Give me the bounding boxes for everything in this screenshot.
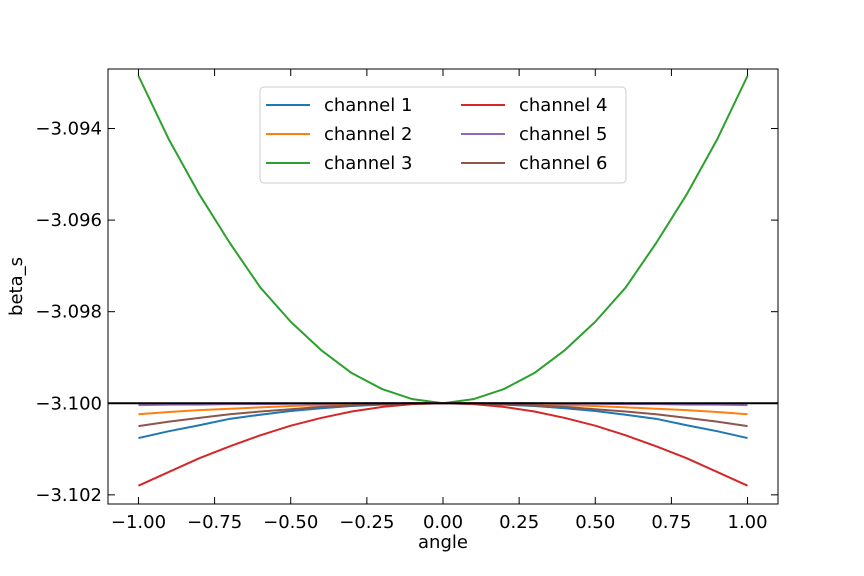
x-tick-label: −0.25 — [339, 512, 394, 533]
y-tick-label: −3.102 — [35, 485, 102, 506]
x-tick-label: 0.25 — [499, 512, 539, 533]
legend-label: channel 5 — [519, 124, 607, 145]
series-line-channel-6 — [138, 402, 748, 428]
y-axis-label: beta_s — [6, 257, 27, 316]
legend-label: channel 1 — [324, 95, 412, 116]
y-tick-label: −3.096 — [35, 210, 102, 231]
plot-frame — [107, 68, 779, 505]
x-tick-label: −1.00 — [111, 512, 166, 533]
x-tick-label: 0.50 — [575, 512, 615, 533]
legend-label: channel 3 — [324, 153, 412, 174]
x-axis-ticks: −1.00 −0.75 −0.50 −0.25 0.00 0.25 0.50 0.75 1.00 — [111, 69, 768, 533]
legend-box — [259, 86, 627, 184]
x-tick-label: 0.00 — [423, 512, 463, 533]
legend: channel 1 channel 2 channel 3 channel 4 chan… — [259, 86, 627, 184]
y-tick-label: −3.098 — [35, 302, 102, 323]
y-axis-ticks: −3.094 −3.096 −3.098 −3.100 −3.102 — [35, 119, 778, 506]
series-line-channel-4 — [138, 402, 748, 487]
x-tick-label: 1.00 — [728, 512, 768, 533]
x-tick-label: 0.75 — [651, 512, 691, 533]
legend-label: channel 4 — [519, 95, 607, 116]
x-axis-label: angle — [418, 532, 468, 553]
y-tick-label: −3.100 — [35, 393, 102, 414]
legend-label: channel 2 — [324, 124, 412, 145]
x-tick-label: −0.75 — [187, 512, 242, 533]
legend-label: channel 6 — [519, 153, 607, 174]
x-tick-label: −0.50 — [263, 512, 318, 533]
y-tick-label: −3.094 — [35, 119, 102, 140]
